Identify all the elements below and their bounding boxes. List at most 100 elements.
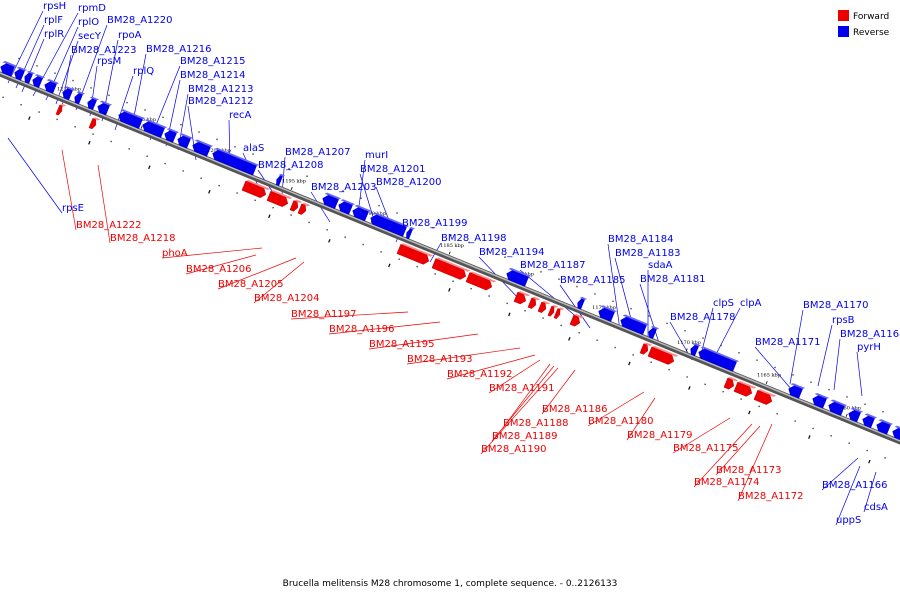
- gene-label: BM28_A1214: [180, 70, 246, 81]
- gene-label: BM28_A1175: [673, 443, 739, 454]
- gene-label: BM28_A1218: [110, 233, 176, 244]
- gene-body: [620, 316, 647, 335]
- minor-mark: [88, 140, 91, 145]
- gene-label: BM28_A1192: [447, 369, 513, 380]
- forward-gene: [241, 179, 271, 198]
- minor-mark: [308, 221, 310, 224]
- gene-body: [14, 68, 25, 81]
- gene-top-face: [850, 407, 864, 413]
- reverse-gene: [192, 139, 214, 157]
- leader-line: [626, 397, 656, 441]
- gene-body: [513, 291, 527, 305]
- gene-body: [370, 214, 407, 237]
- gene-label: BM28_A1181: [640, 274, 706, 285]
- gene-top-face: [878, 419, 894, 426]
- minor-mark: [704, 383, 706, 386]
- leader-line: [863, 471, 877, 513]
- gene-body: [406, 228, 413, 240]
- reverse-gene: [142, 119, 168, 138]
- gene-top-face: [541, 300, 551, 305]
- minor-mark: [290, 214, 292, 216]
- reverse-gene: [44, 79, 60, 94]
- gene-label: BM28_A1170: [803, 300, 869, 311]
- gene-top-face: [245, 179, 271, 190]
- minor-mark: [378, 204, 380, 207]
- gene-body: [698, 348, 737, 372]
- minor-mark: [524, 310, 526, 312]
- gene-label: BM28_A1195: [369, 339, 435, 350]
- legend-swatch-reverse: [838, 26, 849, 37]
- gene-top-face: [643, 342, 653, 347]
- gene-top-face: [573, 313, 585, 319]
- genome-backbone: [0, 71, 900, 445]
- minor-mark: [388, 263, 391, 268]
- gene-label: BM28_A1206: [186, 264, 252, 275]
- minor-mark: [342, 190, 344, 192]
- gene-top-face: [301, 202, 311, 207]
- gene-top-face: [76, 91, 86, 95]
- gene-label: BM28_A1180: [588, 416, 654, 427]
- reverse-gene: [276, 173, 286, 187]
- minor-mark: [540, 271, 542, 273]
- reverse-gene: [648, 325, 660, 339]
- gene-body: [177, 135, 191, 149]
- gene-label: BM28_A1173: [716, 465, 782, 476]
- minor-mark: [594, 293, 596, 295]
- gene-top-face: [579, 296, 588, 301]
- minor-mark: [748, 410, 751, 415]
- gene-body: [647, 346, 675, 365]
- gene-features: [0, 61, 900, 442]
- leader-line: [693, 423, 753, 488]
- minor-mark: [234, 146, 236, 148]
- gene-label: BM28_A1205: [218, 279, 284, 290]
- reverse-gene: [848, 407, 864, 423]
- gene-label: BM28_A1185: [560, 275, 626, 286]
- leader-line: [817, 324, 833, 387]
- gene-body: [876, 421, 891, 435]
- minor-mark: [54, 72, 56, 74]
- minor-mark: [810, 381, 812, 383]
- legend-swatch-forward: [838, 10, 849, 21]
- leader-line: [607, 243, 621, 331]
- minor-mark: [268, 214, 271, 219]
- reverse-gene: [406, 226, 416, 240]
- minor-mark: [180, 123, 182, 126]
- minor-mark: [868, 459, 871, 464]
- minor-mark: [38, 111, 40, 113]
- leader-line: [821, 457, 859, 491]
- minor-mark: [884, 457, 886, 459]
- gene-body: [352, 207, 369, 222]
- gene-label: BM28_A1200: [376, 177, 442, 188]
- forward-gene: [431, 257, 471, 280]
- minor-mark: [72, 79, 74, 82]
- reverse-gene: [812, 392, 830, 409]
- gene-label: rplR: [44, 29, 64, 40]
- leader-line: [715, 425, 761, 476]
- gene-body: [547, 305, 555, 317]
- reverse-gene: [24, 70, 36, 84]
- leader-line: [368, 333, 479, 350]
- tick-label: 1165 kbp: [757, 373, 781, 379]
- gene-top-face: [278, 173, 286, 177]
- gene-body: [812, 395, 827, 409]
- gene-label: BM28_A1179: [627, 430, 693, 441]
- reverse-gene: [788, 383, 806, 399]
- gene-label: BM28_A1191: [489, 383, 555, 394]
- gene-top-face: [508, 267, 532, 278]
- minor-mark: [468, 241, 470, 244]
- minor-mark: [828, 388, 830, 391]
- gene-label: BM28_A1220: [107, 15, 173, 26]
- gene-top-face: [651, 345, 679, 357]
- tick-mark: [140, 125, 143, 129]
- leader-line: [519, 269, 579, 319]
- leader-line: [446, 354, 536, 380]
- minor-mark: [218, 184, 220, 187]
- minor-mark: [720, 344, 722, 347]
- gene-top-face: [600, 305, 618, 313]
- minor-mark: [758, 405, 760, 408]
- gene-label: BM28_A1183: [615, 248, 681, 259]
- gene-label: rplQ: [133, 66, 154, 77]
- gene-label: rpoA: [118, 30, 142, 41]
- gene-label: BM28_A1212: [188, 96, 254, 107]
- minor-mark: [380, 251, 382, 253]
